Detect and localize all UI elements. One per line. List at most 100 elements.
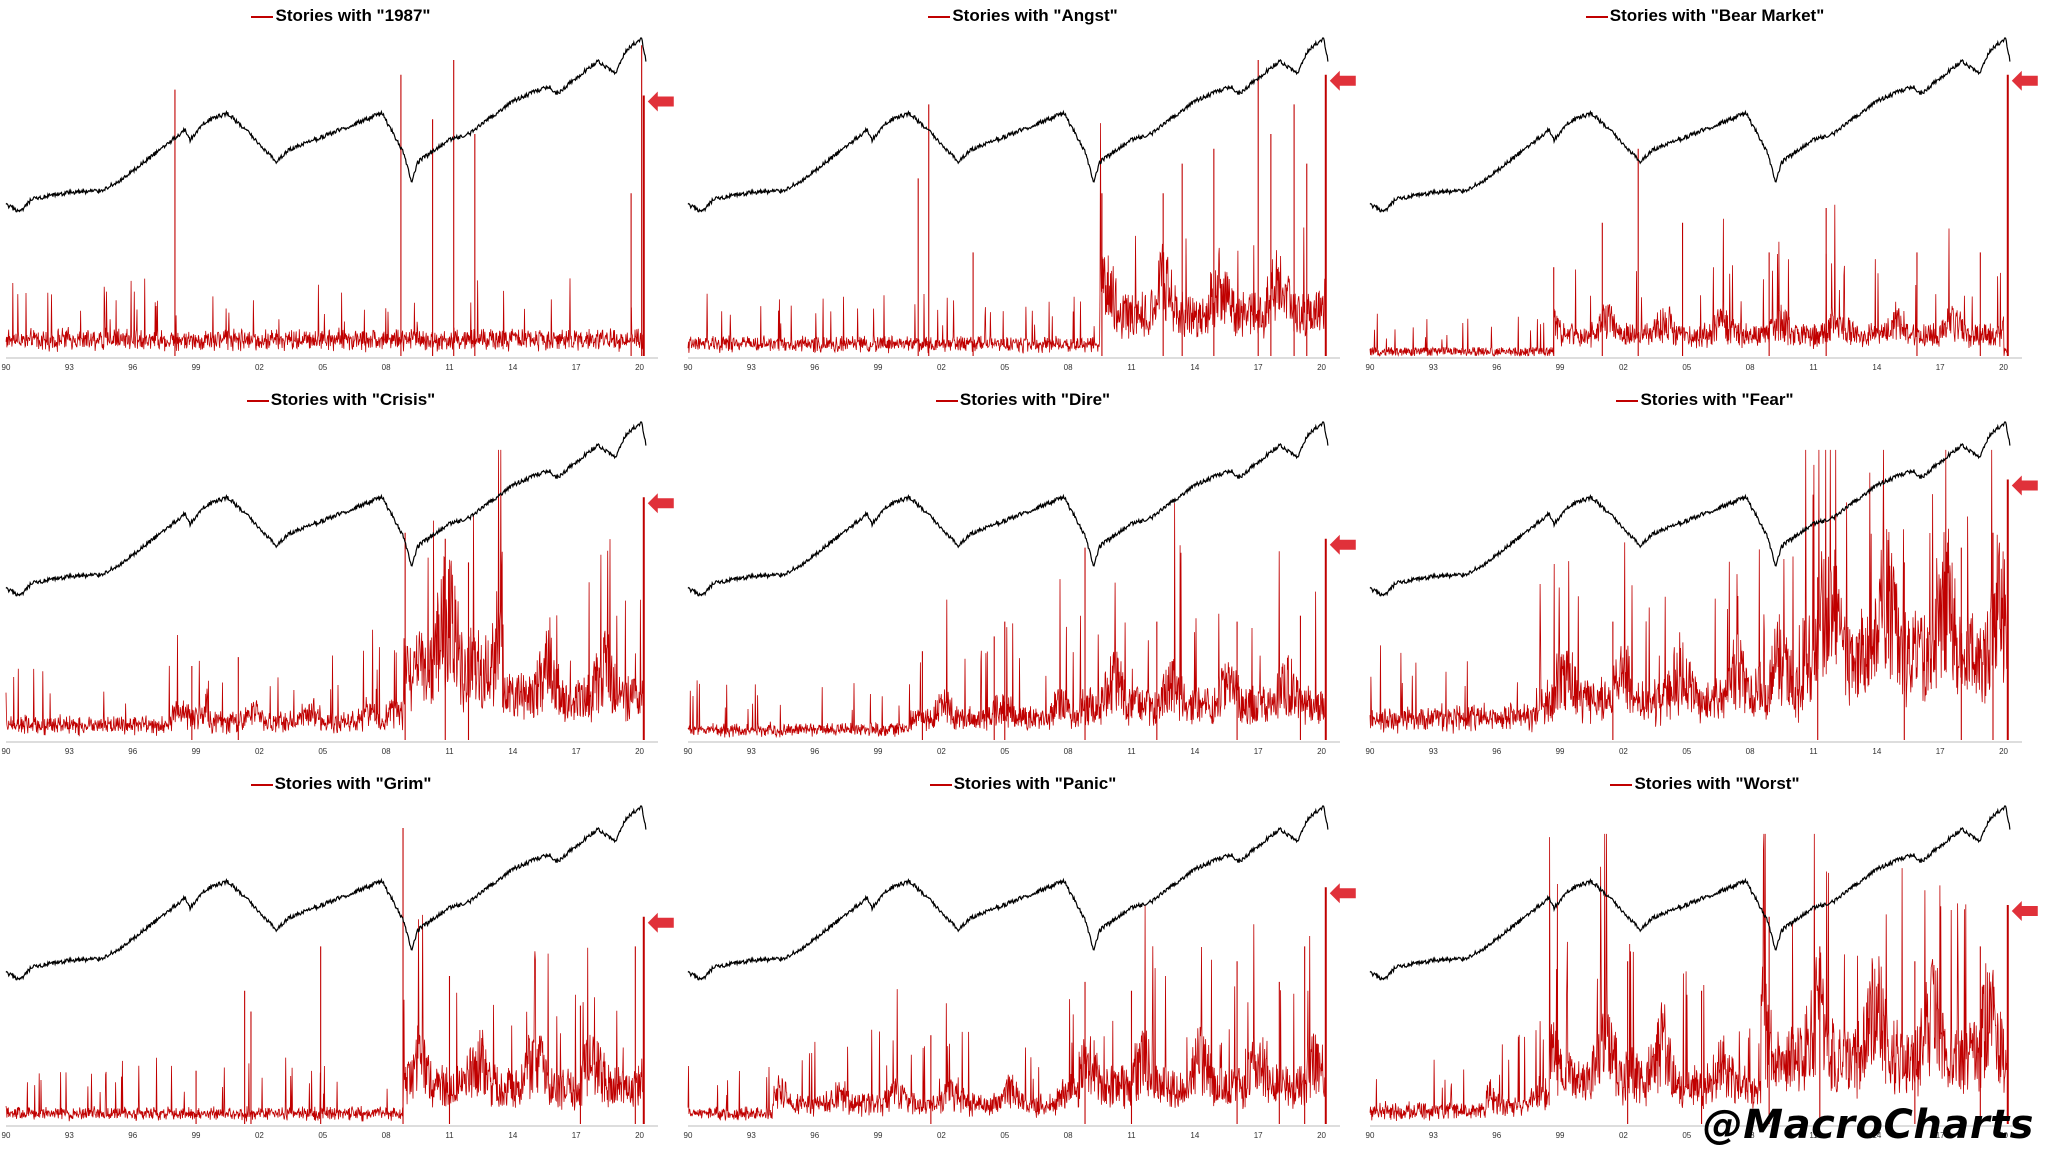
x-tick-label: 11 [1809,1131,1818,1140]
x-tick-label: 14 [1190,747,1199,756]
chart-svg: 90 93 96 99 02 05 08 11 14 17 20 [684,37,1356,372]
chart-panel: 90 93 96 99 02 05 08 11 14 17 20 Stories with "Fear… [1364,384,2046,768]
x-tick-label: 14 [1872,1131,1881,1140]
x-tick-label: 90 [684,747,693,756]
x-tick-label: 08 [1746,747,1755,756]
chart-panel: 90 93 96 99 02 05 08 11 14 17 20 Stories with "Wors… [1364,768,2046,1152]
x-tick-label: 02 [1619,1131,1628,1140]
x-tick-label: 99 [874,747,883,756]
x-tick-label: 17 [1254,363,1263,372]
x-tick-label: 90 [1366,1131,1375,1140]
legend-swatch [1585,15,1608,18]
x-tick-label: 96 [810,363,819,372]
x-tick-label: 96 [1492,747,1501,756]
x-tick-label: 20 [1317,747,1326,756]
chart-svg: 90 93 96 99 02 05 08 11 14 17 20 [684,421,1356,756]
sp500-series [687,805,1329,981]
x-tick-label: 17 [1936,1131,1945,1140]
x-tick-label: 96 [810,1131,819,1140]
x-tick-label: 11 [1127,363,1136,372]
sp500-series [687,421,1329,597]
x-tick-label: 90 [2,363,11,372]
x-tick-label: 11 [445,1131,454,1140]
legend-swatch [251,15,274,18]
x-tick-label: 08 [382,363,391,372]
x-tick-label: 02 [937,1131,946,1140]
x-tick-label: 99 [1556,747,1565,756]
news-count-series [5,449,644,737]
arrow-left-icon [1329,70,1356,91]
x-tick-label: 14 [1872,363,1881,372]
x-tick-label: 02 [937,363,946,372]
x-tick-label: 96 [128,363,137,372]
arrow-left-icon [647,91,674,112]
x-tick-label: 08 [382,747,391,756]
sp500-series [1369,37,2011,213]
x-tick-label: 17 [572,363,581,372]
x-tick-label: 17 [572,747,581,756]
arrow-left-icon [1329,534,1356,555]
legend-swatch [246,399,269,402]
x-tick-label: 08 [1064,747,1073,756]
x-tick-label: 02 [937,747,946,756]
x-tick-label: 90 [1366,363,1375,372]
chart-svg: 90 93 96 99 02 05 08 11 14 17 20 [1366,421,2038,756]
x-tick-label: 11 [445,363,454,372]
x-tick-label: 99 [192,363,201,372]
x-tick-label: 96 [128,1131,137,1140]
x-tick-label: 14 [508,1131,517,1140]
x-tick-label: 90 [1366,747,1375,756]
chart-title: Stories with "Fear" [1364,390,2046,410]
x-tick-label: 99 [874,363,883,372]
x-tick-label: 11 [1809,747,1818,756]
chart-panel: 90 93 96 99 02 05 08 11 14 17 20 Stories with "Pani… [682,768,1364,1152]
chart-title-text: Stories with "Angst" [952,6,1118,25]
sp500-series [5,421,647,597]
chart-svg: 90 93 96 99 02 05 08 11 14 17 20 [1366,37,2038,372]
x-tick-label: 93 [747,747,756,756]
x-tick-label: 08 [1064,1131,1073,1140]
news-count-series [687,123,1326,354]
x-tick-label: 05 [1682,1131,1691,1140]
x-tick-label: 90 [684,363,693,372]
legend-swatch [250,783,273,786]
chart-title-text: Stories with "1987" [275,6,431,25]
chart-title: Stories with "Angst" [682,6,1364,26]
x-tick-label: 14 [508,747,517,756]
x-tick-label: 08 [382,1131,391,1140]
x-tick-label: 05 [318,363,327,372]
chart-title-text: Stories with "Crisis" [270,390,436,409]
x-tick-label: 90 [2,747,11,756]
chart-svg: 90 93 96 99 02 05 08 11 14 17 20 [2,37,674,372]
x-tick-label: 93 [1429,363,1438,372]
news-count-series [687,503,1326,739]
x-tick-label: 99 [874,1131,883,1140]
x-tick-label: 93 [65,747,74,756]
arrow-left-icon [647,493,674,514]
chart-title: Stories with "Grim" [0,774,682,794]
x-tick-label: 14 [1872,747,1881,756]
arrow-left-icon [647,912,674,933]
chart-title: Stories with "Worst" [1364,774,2046,794]
arrow-left-icon [2011,70,2038,91]
x-tick-label: 99 [192,747,201,756]
chart-title: Stories with "Bear Market" [1364,6,2046,26]
chart-title: Stories with "Crisis" [0,390,682,410]
x-tick-label: 17 [1254,747,1263,756]
watermark: @MacroCharts [1702,1102,2034,1148]
chart-svg: 90 93 96 99 02 05 08 11 14 17 20 [684,805,1356,1140]
x-tick-label: 08 [1064,363,1073,372]
chart-svg: 90 93 96 99 02 05 08 11 14 17 20 [1366,805,2038,1140]
x-tick-label: 05 [318,1131,327,1140]
news-count-series [1369,204,2008,357]
chart-panel: 90 93 96 99 02 05 08 11 14 17 20 Stories with "Bear… [1364,0,2046,384]
chart-title: Stories with "Panic" [682,774,1364,794]
x-tick-label: 20 [1317,363,1326,372]
x-tick-label: 17 [572,1131,581,1140]
x-tick-label: 96 [128,747,137,756]
chart-panel: 90 93 96 99 02 05 08 11 14 17 20 Stories with "Grim… [0,768,682,1152]
x-tick-label: 96 [1492,1131,1501,1140]
x-tick-label: 02 [1619,363,1628,372]
x-tick-label: 02 [1619,747,1628,756]
chart-svg: 90 93 96 99 02 05 08 11 14 17 20 [2,805,674,1140]
